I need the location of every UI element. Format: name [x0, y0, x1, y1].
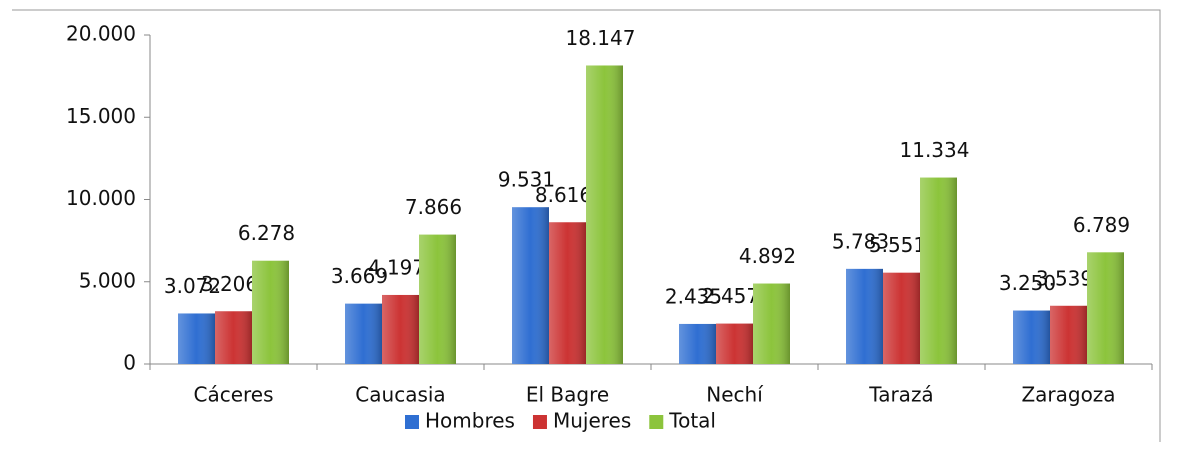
bar-shade: [382, 294, 419, 364]
value-label: 3.250: [999, 271, 1056, 295]
value-label: 2.457: [702, 284, 759, 308]
value-label: 5.551: [869, 233, 926, 257]
bar-shade: [549, 222, 586, 364]
bar-shade: [512, 207, 549, 364]
legend-label: Mujeres: [553, 409, 631, 433]
y-tick-label: 20.000: [66, 22, 136, 46]
legend-label: Total: [668, 409, 716, 433]
value-label: 3.072: [164, 274, 221, 298]
y-tick-label: 0: [123, 351, 136, 375]
bar-shade: [679, 323, 716, 364]
legend-swatch: [649, 415, 664, 429]
legend-label: Hombres: [425, 409, 515, 433]
x-tick-label: Caucasia: [355, 383, 445, 407]
bar-shade: [586, 65, 623, 365]
bar-shade: [1050, 305, 1087, 364]
value-label: 11.334: [900, 138, 970, 162]
bar-shade: [1013, 310, 1050, 364]
bar-shade: [252, 260, 289, 364]
value-label: 6.278: [238, 221, 295, 245]
bar-shade: [753, 283, 790, 364]
value-label: 4.892: [739, 244, 796, 268]
bar-shade: [419, 234, 456, 364]
legend-swatch: [405, 415, 419, 429]
bar-shade: [846, 268, 883, 364]
bar-shade: [1087, 252, 1124, 364]
value-label: 8.616: [535, 183, 592, 207]
value-label: 2.435: [665, 284, 722, 308]
bar-shade: [716, 323, 753, 364]
value-label: 3.206: [201, 272, 258, 296]
bar-shade: [920, 177, 957, 364]
bar-shade: [345, 303, 382, 364]
frame: [12, 9, 1161, 442]
value-label: 5.783: [832, 229, 889, 253]
value-label: 4.197: [368, 255, 425, 279]
value-label: 7.866: [405, 195, 462, 219]
value-label: 3.539: [1036, 266, 1093, 290]
x-tick-label: Zaragoza: [1021, 383, 1115, 407]
value-label: 6.789: [1073, 213, 1130, 237]
x-tick-label: El Bagre: [526, 383, 609, 407]
bar-shade: [883, 272, 920, 364]
y-tick-label: 5.000: [79, 268, 136, 292]
x-tick-label: Tarazá: [868, 383, 933, 407]
value-label: 3.669: [331, 264, 388, 288]
legend-swatch: [532, 415, 547, 429]
y-tick-label: 10.000: [66, 186, 136, 210]
bar-shade: [178, 313, 215, 364]
y-tick-label: 15.000: [66, 104, 136, 128]
x-tick-label: Cáceres: [193, 383, 273, 407]
value-label: 18.147: [566, 26, 636, 50]
x-tick-label: Nechí: [706, 383, 764, 407]
value-label: 9.531: [498, 168, 555, 192]
bar-shade: [215, 311, 252, 364]
